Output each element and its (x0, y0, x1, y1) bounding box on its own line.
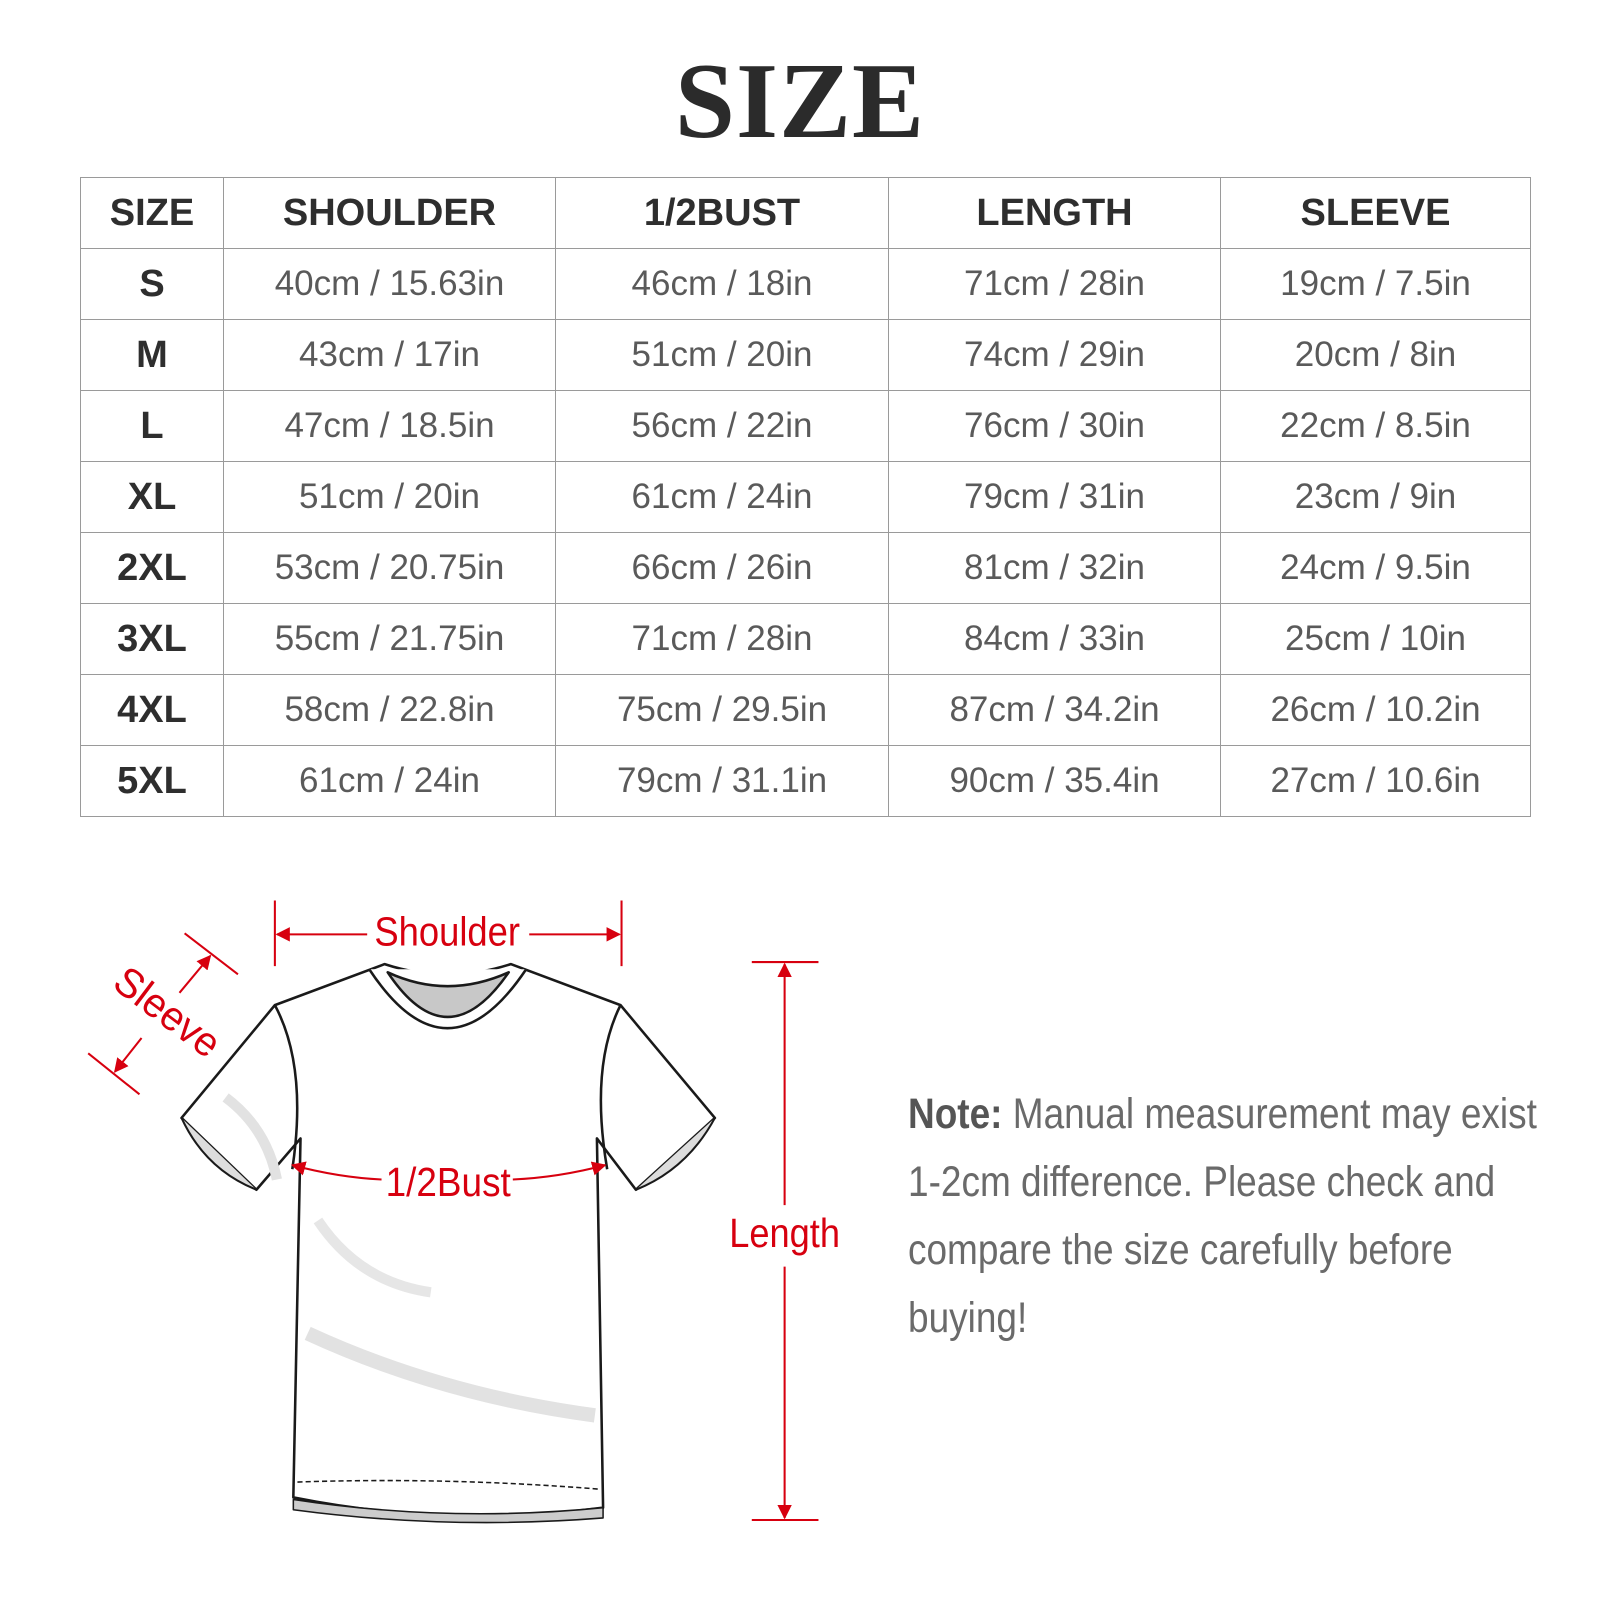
size-cell: 5XL (80, 745, 224, 817)
length-cell: 74cm / 29in (888, 319, 1221, 391)
measurement-arrows (87, 900, 819, 1522)
sleeve-label: Sleeve (105, 957, 229, 1067)
bust-cell: 71cm / 28in (555, 603, 889, 675)
shoulder-cell: 55cm / 21.75in (223, 603, 556, 675)
bust-cell: 46cm / 18in (555, 248, 889, 320)
table-row: 2XL 53cm / 20.75in 66cm / 26in 81cm / 32in 2… (80, 532, 1531, 604)
header-sleeve: SLEEVE (1220, 177, 1531, 249)
bust-label: 1/2Bust (386, 1159, 512, 1205)
size-cell: M (80, 319, 224, 391)
table-row: 5XL 61cm / 24in 79cm / 31.1in 90cm / 35.4in… (80, 745, 1531, 817)
bust-cell: 56cm / 22in (555, 390, 889, 462)
bust-cell: 79cm / 31.1in (555, 745, 889, 817)
sleeve-cell: 26cm / 10.2in (1220, 674, 1531, 746)
sleeve-cell: 23cm / 9in (1220, 461, 1531, 533)
length-cell: 81cm / 32in (888, 532, 1221, 604)
header-bust: 1/2BUST (555, 177, 889, 249)
size-cell: 4XL (80, 674, 224, 746)
bust-cell: 61cm / 24in (555, 461, 889, 533)
table-row: S 40cm / 15.63in 46cm / 18in 71cm / 28in 19c… (80, 248, 1531, 320)
length-cell: 90cm / 35.4in (888, 745, 1221, 817)
sleeve-cell: 19cm / 7.5in (1220, 248, 1531, 320)
shoulder-cell: 43cm / 17in (223, 319, 556, 391)
length-cell: 71cm / 28in (888, 248, 1221, 320)
size-cell: XL (80, 461, 224, 533)
size-cell: 3XL (80, 603, 224, 675)
table-row: XL 51cm / 20in 61cm / 24in 79cm / 31in 23cm … (80, 461, 1531, 533)
shoulder-cell: 40cm / 15.63in (223, 248, 556, 320)
length-cell: 76cm / 30in (888, 390, 1221, 462)
shoulder-cell: 61cm / 24in (223, 745, 556, 817)
length-label: Length (729, 1210, 840, 1256)
note-body: Manual measurement may exist 1-2cm diffe… (908, 1090, 1537, 1342)
size-cell: S (80, 248, 224, 320)
note-text: Note: Manual measurement may exist 1-2cm… (908, 1080, 1562, 1352)
tshirt-illustration (180, 962, 717, 1524)
table-row: 4XL 58cm / 22.8in 75cm / 29.5in 87cm / 34.2… (80, 674, 1531, 746)
note-label: Note: (908, 1090, 1003, 1138)
sleeve-cell: 27cm / 10.6in (1220, 745, 1531, 817)
sleeve-cell: 20cm / 8in (1220, 319, 1531, 391)
bust-cell: 66cm / 26in (555, 532, 889, 604)
table-row: M 43cm / 17in 51cm / 20in 74cm / 29in 20cm /… (80, 319, 1531, 391)
shoulder-cell: 51cm / 20in (223, 461, 556, 533)
shoulder-cell: 58cm / 22.8in (223, 674, 556, 746)
sleeve-cell: 24cm / 9.5in (1220, 532, 1531, 604)
sleeve-cell: 22cm / 8.5in (1220, 390, 1531, 462)
shoulder-label: Shoulder (374, 909, 520, 955)
size-table: SIZE SHOULDER 1/2BUST LENGTH SLEEVE S 40c… (80, 177, 1531, 817)
shoulder-cell: 53cm / 20.75in (223, 532, 556, 604)
sleeve-cell: 25cm / 10in (1220, 603, 1531, 675)
table-row: L 47cm / 18.5in 56cm / 22in 76cm / 30in 22cm… (80, 390, 1531, 462)
bust-cell: 51cm / 20in (555, 319, 889, 391)
table-header-row: SIZE SHOULDER 1/2BUST LENGTH SLEEVE (80, 177, 1531, 249)
table-row: 3XL 55cm / 21.75in 71cm / 28in 84cm / 33in 2… (80, 603, 1531, 675)
size-cell: L (80, 390, 224, 462)
page-title: SIZE (674, 42, 926, 161)
length-cell: 84cm / 33in (888, 603, 1221, 675)
header-length: LENGTH (888, 177, 1221, 249)
header-size: SIZE (80, 177, 224, 249)
bust-cell: 75cm / 29.5in (555, 674, 889, 746)
